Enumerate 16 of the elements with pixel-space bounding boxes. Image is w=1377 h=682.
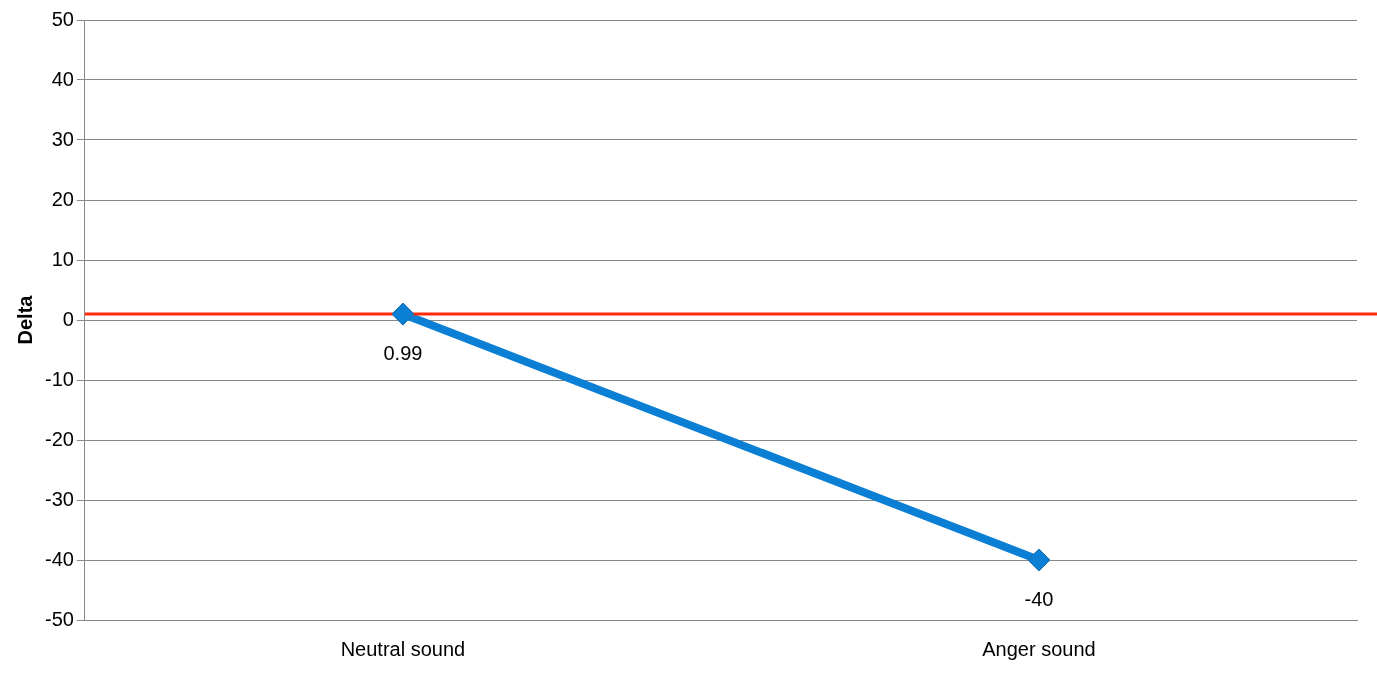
y-tick-label: -50 — [45, 607, 74, 630]
y-tick-label: -20 — [45, 427, 74, 450]
y-tick-label: 50 — [51, 7, 74, 30]
x-tick-label: Neutral sound — [340, 637, 466, 660]
y-tick-label: -10 — [45, 367, 74, 390]
y-tick-label: 20 — [51, 187, 74, 210]
data-label: -40 — [1024, 587, 1054, 610]
y-tick-label: 0 — [62, 307, 74, 330]
data-label: 0.99 — [383, 341, 423, 364]
y-tick-label: -40 — [45, 547, 74, 570]
y-tick-label: 10 — [51, 247, 74, 270]
y-tick-label: -30 — [45, 487, 74, 510]
y-axis-title: Delta — [13, 294, 36, 345]
x-tick-label: Anger sound — [982, 637, 1096, 660]
y-tick-label: 40 — [51, 67, 74, 90]
y-tick-label: 30 — [51, 127, 74, 150]
